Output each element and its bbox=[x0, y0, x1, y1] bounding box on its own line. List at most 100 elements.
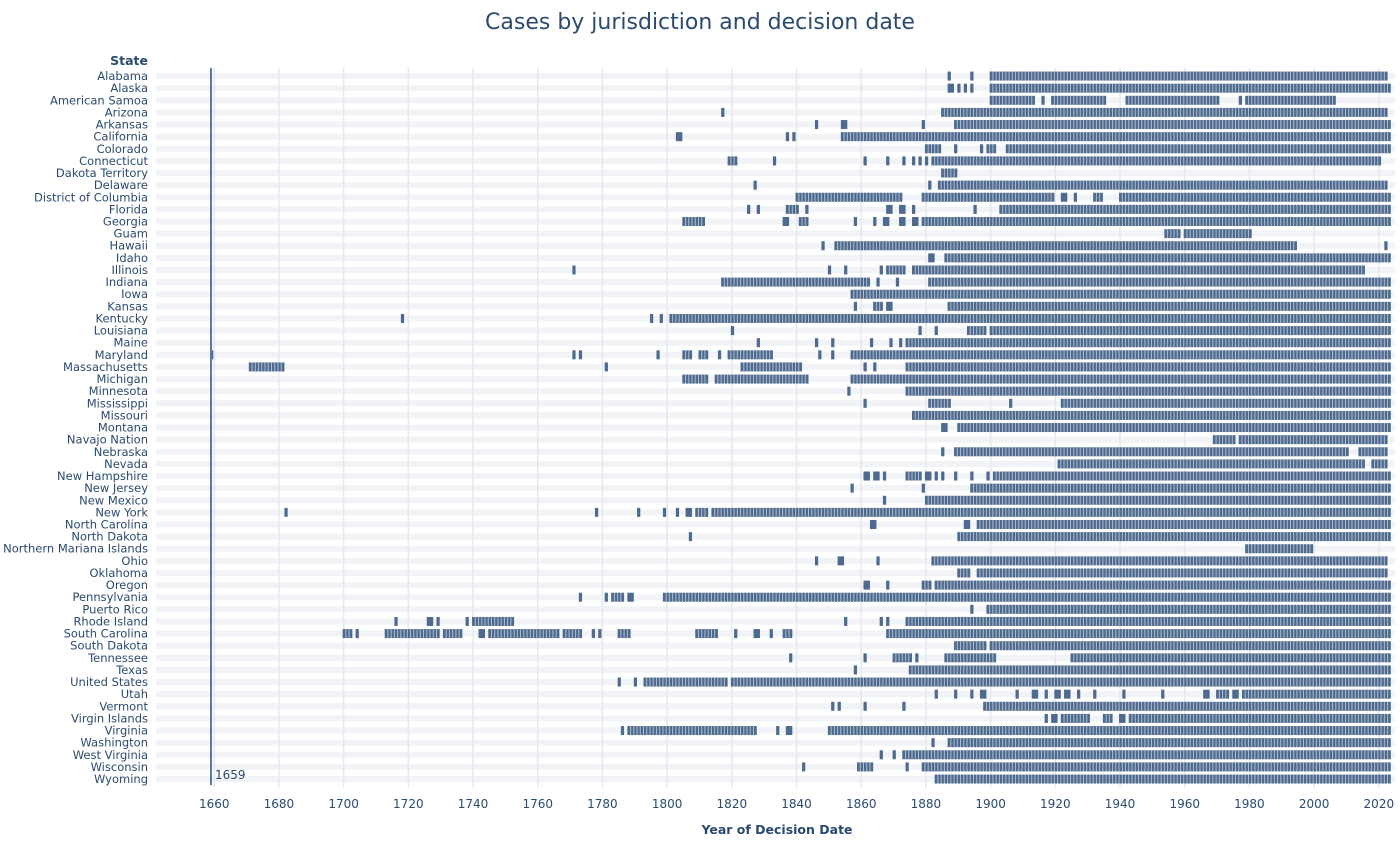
case-mark-ticks bbox=[956, 120, 1389, 130]
case-mark bbox=[727, 156, 738, 166]
case-mark bbox=[756, 204, 760, 214]
case-mark bbox=[1164, 229, 1181, 239]
case-mark bbox=[924, 156, 929, 166]
state-label: Montana bbox=[98, 421, 148, 435]
x-axis-title: Year of Decision Date bbox=[700, 822, 852, 837]
case-mark-ticks bbox=[924, 192, 1052, 202]
row-band bbox=[156, 618, 1395, 625]
row-band bbox=[156, 327, 1395, 334]
case-mark bbox=[863, 398, 867, 408]
case-mark bbox=[899, 338, 903, 348]
case-mark bbox=[970, 83, 974, 93]
case-mark bbox=[814, 338, 819, 348]
case-mark bbox=[1093, 192, 1103, 202]
state-label: Indiana bbox=[105, 275, 148, 289]
case-mark bbox=[818, 350, 822, 360]
row-band bbox=[156, 170, 1395, 177]
row-band bbox=[156, 351, 1395, 358]
row-band bbox=[156, 642, 1395, 649]
case-mark bbox=[921, 483, 925, 493]
case-mark bbox=[989, 71, 1388, 81]
case-mark bbox=[604, 362, 608, 372]
case-mark-ticks bbox=[1002, 204, 1389, 214]
case-mark bbox=[659, 313, 663, 323]
case-mark bbox=[740, 362, 803, 372]
case-mark bbox=[912, 204, 916, 214]
row-band bbox=[156, 691, 1395, 698]
case-mark-ticks bbox=[943, 107, 1385, 117]
row-band bbox=[156, 303, 1395, 310]
case-mark bbox=[1041, 95, 1045, 105]
row-band bbox=[156, 97, 1395, 104]
state-label: Rhode Island bbox=[73, 614, 148, 628]
state-label: District of Columbia bbox=[34, 190, 148, 204]
row-band bbox=[156, 545, 1395, 552]
case-mark-ticks bbox=[969, 326, 984, 336]
case-mark-ticks bbox=[924, 217, 1389, 226]
row-backgrounds bbox=[156, 73, 1395, 783]
case-mark bbox=[756, 338, 760, 348]
case-mark bbox=[947, 71, 951, 81]
row-band bbox=[156, 182, 1395, 189]
case-mark-ticks bbox=[992, 71, 1385, 81]
state-label: Mississippi bbox=[87, 396, 148, 410]
state-label: Tennessee bbox=[87, 651, 148, 665]
case-mark-ticks bbox=[1121, 192, 1389, 202]
row-band bbox=[156, 133, 1395, 140]
row-band bbox=[156, 448, 1395, 455]
row-band bbox=[156, 582, 1395, 589]
case-mark bbox=[1125, 95, 1220, 105]
case-mark bbox=[1009, 398, 1013, 408]
case-mark bbox=[921, 192, 1055, 202]
case-mark bbox=[973, 204, 977, 214]
case-mark-ticks bbox=[1053, 95, 1104, 105]
case-mark bbox=[400, 313, 405, 323]
state-label: New York bbox=[95, 505, 148, 519]
case-mark bbox=[714, 374, 809, 384]
case-mark bbox=[717, 350, 722, 360]
case-mark-ticks bbox=[672, 313, 1389, 323]
case-mark bbox=[918, 156, 922, 166]
state-label: Alabama bbox=[97, 69, 148, 83]
state-label: New Hampshire bbox=[57, 469, 148, 483]
case-mark-ticks bbox=[914, 265, 1363, 275]
case-mark-ticks bbox=[685, 217, 703, 226]
case-mark-ticks bbox=[1060, 459, 1363, 469]
case-mark bbox=[844, 265, 848, 275]
state-label: Nevada bbox=[104, 457, 148, 471]
case-mark bbox=[850, 350, 1391, 360]
state-label: Arkansas bbox=[96, 118, 148, 132]
row-band bbox=[156, 763, 1395, 770]
case-mark bbox=[1212, 435, 1236, 445]
case-mark bbox=[902, 156, 906, 166]
state-label: Navajo Nation bbox=[67, 433, 148, 447]
case-mark bbox=[937, 180, 1388, 190]
case-mark bbox=[954, 471, 958, 481]
case-mark bbox=[970, 71, 974, 81]
case-mark bbox=[928, 277, 1391, 287]
case-mark bbox=[899, 217, 906, 226]
case-mark bbox=[928, 180, 932, 190]
case-mark bbox=[912, 217, 919, 226]
state-label: Connecticut bbox=[79, 154, 148, 168]
state-label: American Samoa bbox=[50, 93, 148, 107]
row-band bbox=[156, 339, 1395, 346]
row-band bbox=[156, 85, 1395, 92]
state-label: Puerto Rico bbox=[82, 602, 148, 616]
case-mark bbox=[847, 386, 851, 396]
case-mark bbox=[840, 120, 848, 130]
state-label: South Dakota bbox=[70, 639, 148, 653]
case-mark bbox=[1057, 459, 1365, 469]
state-label: Colorado bbox=[97, 142, 148, 156]
state-label: Washington bbox=[80, 736, 148, 750]
state-label: Texas bbox=[115, 663, 148, 677]
case-mark bbox=[924, 471, 932, 481]
row-band bbox=[156, 424, 1395, 431]
case-mark bbox=[1005, 144, 1391, 154]
state-label: Minnesota bbox=[89, 384, 148, 398]
case-mark bbox=[1371, 459, 1388, 469]
case-mark-ticks bbox=[940, 180, 1385, 190]
state-label: Oklahoma bbox=[89, 566, 148, 580]
